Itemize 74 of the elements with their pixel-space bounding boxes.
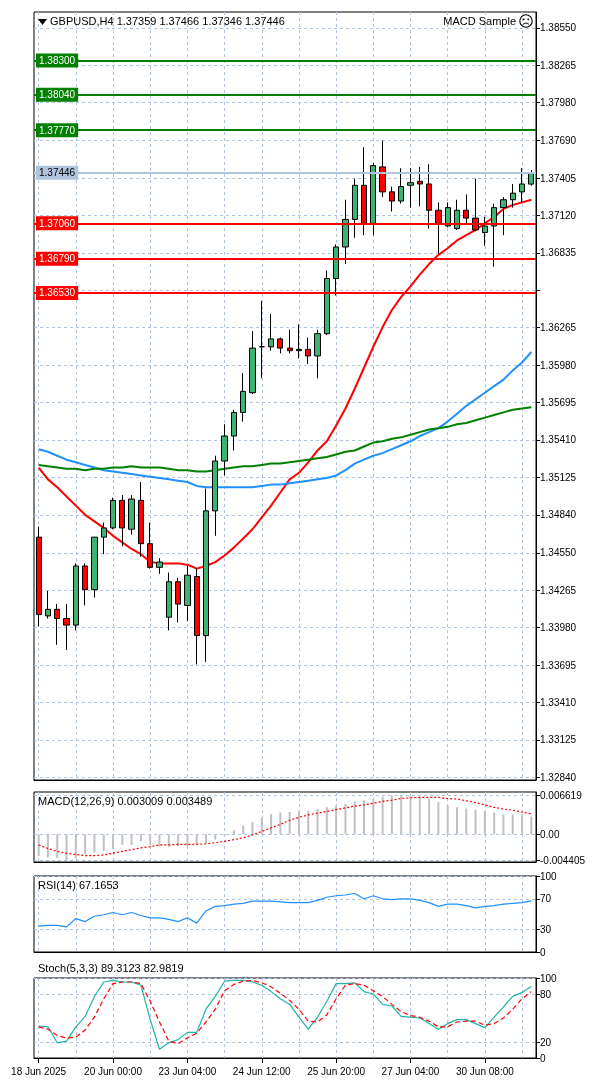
bar bbox=[74, 834, 77, 858]
bar bbox=[381, 796, 384, 835]
y-tick-label: 0 bbox=[540, 946, 546, 958]
bar bbox=[530, 816, 533, 835]
y-tick-label: 20 bbox=[540, 1036, 552, 1048]
y-tick-label: 80 bbox=[540, 988, 552, 1000]
bar bbox=[455, 807, 458, 835]
bar bbox=[521, 814, 524, 835]
line-series bbox=[38, 796, 532, 857]
x-tick-label: 27 Jun 04:00 bbox=[381, 1065, 440, 1077]
bar bbox=[158, 834, 161, 847]
bar bbox=[483, 810, 486, 835]
bar bbox=[446, 805, 449, 835]
bar bbox=[93, 834, 96, 853]
bar bbox=[251, 822, 254, 835]
bar bbox=[344, 803, 347, 835]
bar bbox=[353, 801, 356, 835]
bar bbox=[186, 834, 189, 847]
bar bbox=[493, 812, 496, 835]
chart-title: RSI(14) 67.1653 bbox=[38, 878, 119, 891]
bar bbox=[297, 811, 300, 835]
bar bbox=[502, 814, 505, 835]
bar bbox=[372, 798, 375, 835]
bar bbox=[400, 795, 403, 835]
bar bbox=[428, 798, 431, 835]
bar bbox=[232, 830, 235, 835]
bar bbox=[139, 834, 142, 842]
bar bbox=[279, 812, 282, 835]
bar bbox=[307, 810, 310, 835]
bar bbox=[511, 814, 514, 835]
bar bbox=[149, 834, 152, 845]
bar bbox=[37, 834, 40, 857]
bar bbox=[121, 834, 124, 845]
bar bbox=[270, 814, 273, 835]
x-tick-label: 18 Jun 2025 bbox=[11, 1065, 67, 1077]
y-tick-label: 30 bbox=[540, 923, 552, 935]
x-tick-label: 20 Jun 00:00 bbox=[84, 1065, 143, 1077]
x-tick-label: 23 Jun 04:00 bbox=[158, 1065, 217, 1077]
bar bbox=[288, 812, 291, 835]
bar bbox=[204, 834, 207, 844]
bar bbox=[335, 805, 338, 835]
bar bbox=[177, 834, 180, 847]
x-tick-label: 25 Jun 20:00 bbox=[307, 1065, 366, 1077]
x-tick-label: 24 Jun 12:00 bbox=[232, 1065, 292, 1077]
bar bbox=[316, 809, 319, 835]
bar bbox=[195, 834, 198, 845]
bar bbox=[130, 834, 133, 845]
chart-title: Stoch(5,3,3) 89.3123 82.9819 bbox=[38, 961, 184, 974]
bar bbox=[409, 795, 412, 835]
y-tick-label: 0.006619 bbox=[540, 789, 583, 801]
bar bbox=[363, 800, 366, 835]
bar bbox=[46, 834, 49, 858]
y-tick-label: 100 bbox=[540, 972, 558, 984]
line-series bbox=[38, 892, 532, 928]
bar bbox=[102, 834, 105, 851]
y-tick-label: 0.00 bbox=[540, 828, 560, 840]
bar bbox=[474, 809, 477, 835]
bar bbox=[65, 834, 68, 861]
bar bbox=[84, 834, 87, 855]
bar bbox=[418, 796, 421, 835]
bar bbox=[56, 834, 59, 858]
bar bbox=[260, 817, 263, 835]
bar bbox=[465, 808, 468, 835]
y-tick-label: 100 bbox=[540, 870, 558, 882]
bar bbox=[112, 834, 115, 850]
chart-title: MACD(12,26,9) 0.003009 0.003489 bbox=[38, 794, 213, 807]
bar bbox=[390, 795, 393, 835]
y-tick-label: -0.004405 bbox=[540, 854, 586, 866]
y-tick-label: 0 bbox=[540, 1052, 546, 1064]
bar bbox=[437, 802, 440, 835]
y-tick-label: 70 bbox=[540, 893, 552, 905]
bar bbox=[214, 834, 217, 840]
x-tick-label: 30 Jun 08:00 bbox=[455, 1065, 515, 1077]
bar bbox=[325, 807, 328, 835]
